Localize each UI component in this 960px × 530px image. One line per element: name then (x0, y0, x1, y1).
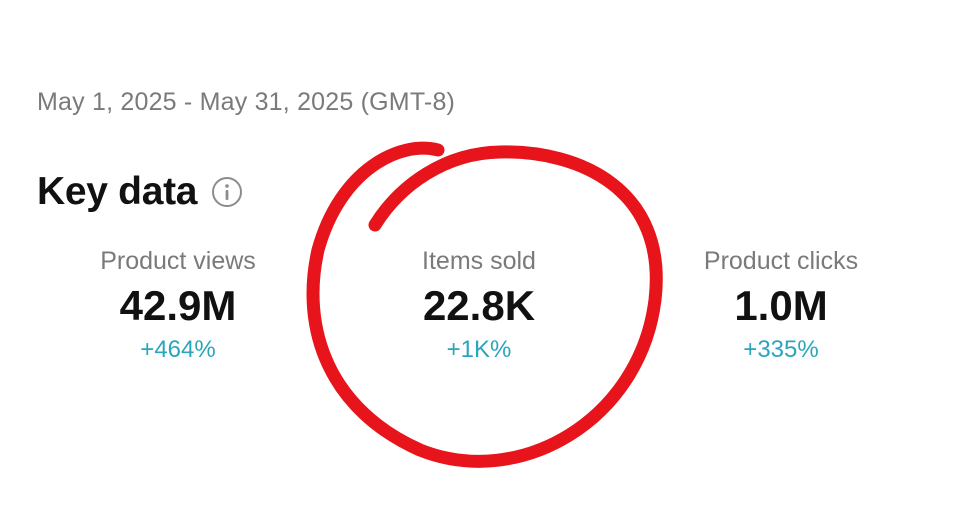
metric-product-views[interactable]: Product views 42.9M +464% (48, 244, 308, 366)
metric-value: 22.8K (422, 282, 536, 329)
metric-label: Product clicks (703, 247, 859, 275)
metric-value: 42.9M (119, 282, 237, 329)
metric-change: +1K% (446, 336, 512, 363)
key-data-header: Key data (37, 170, 243, 214)
metric-change: +335% (743, 336, 819, 363)
metric-value: 1.0M (734, 282, 828, 329)
metric-items-sold[interactable]: Items sold 22.8K +1K% (349, 244, 609, 366)
metric-change: +464% (140, 336, 216, 363)
date-range: May 1, 2025 - May 31, 2025 (GMT-8) (37, 88, 456, 116)
metric-product-clicks[interactable]: Product clicks 1.0M +335% (651, 244, 911, 366)
info-icon[interactable] (211, 176, 243, 208)
section-title: Key data (37, 170, 198, 213)
metric-label: Product views (100, 247, 256, 275)
metric-label: Items sold (422, 247, 536, 275)
